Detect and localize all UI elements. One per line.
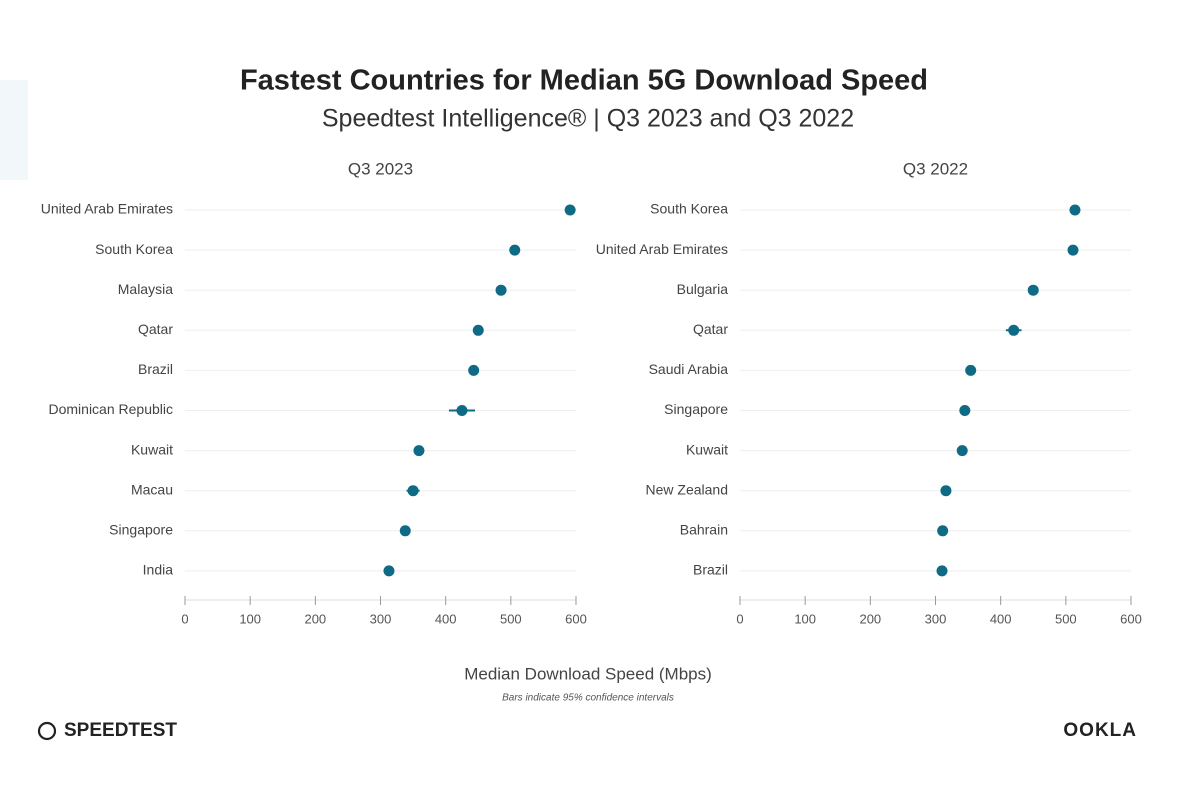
y-tick-label: Bahrain bbox=[680, 522, 728, 538]
dot bbox=[936, 565, 948, 577]
x-tick-label: 100 bbox=[239, 611, 261, 626]
x-tick-label: 200 bbox=[304, 611, 326, 626]
y-tick-label: United Arab Emirates bbox=[596, 241, 728, 257]
x-tick-label: 400 bbox=[990, 611, 1012, 626]
brand-right: OOKLA bbox=[1063, 720, 1137, 741]
x-tick-label: 100 bbox=[794, 611, 816, 626]
dot bbox=[956, 445, 968, 457]
chart-title: Fastest Countries for Median 5G Download… bbox=[240, 65, 928, 97]
dot bbox=[413, 445, 425, 457]
y-tick-label: Malaysia bbox=[118, 281, 173, 297]
chart-subtitle: Speedtest Intelligence® | Q3 2023 and Q3… bbox=[322, 105, 854, 133]
note: Bars indicate 95% confidence intervals bbox=[502, 693, 674, 704]
x-tick-label: 300 bbox=[370, 611, 392, 626]
dot bbox=[399, 525, 411, 537]
dot bbox=[509, 244, 521, 256]
y-tick-label: Qatar bbox=[138, 321, 173, 337]
x-tick-label: 500 bbox=[500, 611, 522, 626]
dot bbox=[1069, 204, 1081, 216]
panel-title: Q3 2022 bbox=[903, 159, 968, 178]
y-tick-label: Brazil bbox=[693, 562, 728, 578]
dot bbox=[407, 485, 419, 497]
dot bbox=[1067, 244, 1079, 256]
y-tick-label: India bbox=[143, 562, 174, 578]
y-tick-label: Saudi Arabia bbox=[649, 361, 729, 377]
y-tick-label: Macau bbox=[131, 481, 173, 497]
dot bbox=[1027, 284, 1039, 296]
dot bbox=[937, 525, 949, 537]
x-axis-label: Median Download Speed (Mbps) bbox=[464, 664, 712, 683]
x-tick-label: 0 bbox=[736, 611, 743, 626]
x-tick-label: 400 bbox=[435, 611, 457, 626]
x-tick-label: 0 bbox=[181, 611, 188, 626]
y-tick-label: Kuwait bbox=[686, 441, 728, 457]
x-tick-label: 600 bbox=[565, 611, 587, 626]
dot bbox=[495, 284, 507, 296]
x-tick-label: 500 bbox=[1055, 611, 1077, 626]
dot bbox=[472, 324, 484, 336]
dot bbox=[383, 565, 395, 577]
dot bbox=[468, 364, 480, 376]
dot bbox=[940, 485, 952, 497]
y-tick-label: Dominican Republic bbox=[48, 401, 173, 417]
y-tick-label: United Arab Emirates bbox=[41, 201, 173, 217]
dot bbox=[456, 405, 468, 416]
x-tick-label: 300 bbox=[925, 611, 947, 626]
decoration bbox=[0, 80, 28, 180]
dot bbox=[1008, 324, 1020, 336]
y-tick-label: Singapore bbox=[109, 522, 173, 538]
y-tick-label: South Korea bbox=[95, 241, 173, 257]
x-tick-label: 200 bbox=[859, 611, 881, 626]
dot bbox=[564, 204, 576, 216]
y-tick-label: New Zealand bbox=[646, 481, 729, 497]
y-tick-label: Qatar bbox=[693, 321, 728, 337]
y-tick-label: Kuwait bbox=[131, 441, 173, 457]
brand-left: SPEEDTEST bbox=[64, 720, 177, 741]
dot bbox=[965, 364, 977, 376]
logo-icon bbox=[37, 721, 57, 741]
x-tick-label: 600 bbox=[1120, 611, 1142, 626]
y-tick-label: Singapore bbox=[664, 401, 728, 417]
dot bbox=[959, 405, 971, 416]
y-tick-label: Bulgaria bbox=[677, 281, 729, 297]
y-tick-label: Brazil bbox=[138, 361, 173, 377]
panel-title: Q3 2023 bbox=[348, 159, 413, 178]
speedtest-logo: SPEEDTEST bbox=[37, 720, 177, 741]
y-tick-label: South Korea bbox=[650, 201, 728, 217]
